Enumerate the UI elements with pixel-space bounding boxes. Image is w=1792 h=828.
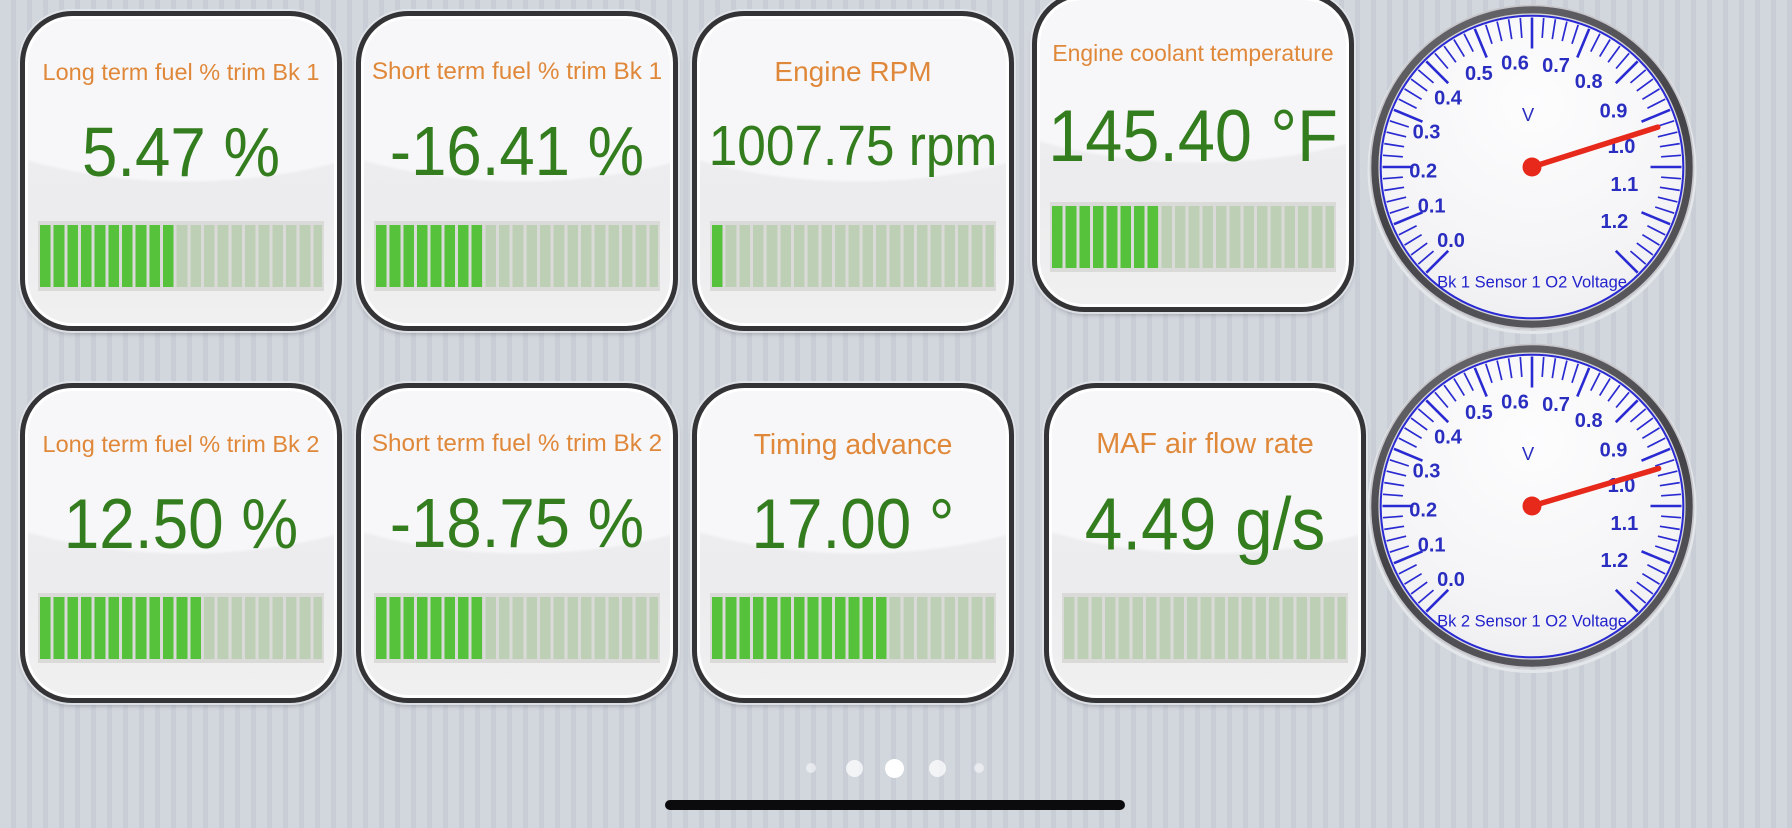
svg-text:0.2: 0.2	[1409, 500, 1437, 522]
svg-text:0.0: 0.0	[1437, 569, 1465, 591]
svg-text:0.5: 0.5	[1465, 63, 1493, 85]
svg-text:0.7: 0.7	[1542, 55, 1570, 77]
svg-text:0.6: 0.6	[1501, 53, 1529, 75]
svg-text:0.4: 0.4	[1434, 88, 1463, 110]
svg-text:0.1: 0.1	[1418, 195, 1446, 217]
svg-text:0.6: 0.6	[1501, 392, 1529, 414]
svg-text:Bk 1 Sensor 1 O2 Voltage: Bk 1 Sensor 1 O2 Voltage	[1437, 274, 1627, 292]
svg-text:0.8: 0.8	[1575, 410, 1603, 432]
svg-text:1.2: 1.2	[1600, 550, 1628, 572]
svg-text:0.4: 0.4	[1434, 427, 1463, 449]
svg-text:1.2: 1.2	[1600, 211, 1628, 233]
svg-text:V: V	[1522, 443, 1535, 464]
svg-text:0.5: 0.5	[1465, 402, 1493, 424]
svg-text:V: V	[1522, 104, 1535, 125]
svg-text:0.3: 0.3	[1413, 460, 1441, 482]
svg-text:0.2: 0.2	[1409, 161, 1437, 183]
svg-text:0.7: 0.7	[1542, 394, 1570, 416]
svg-text:0.9: 0.9	[1600, 100, 1628, 122]
svg-text:0.1: 0.1	[1418, 534, 1446, 556]
svg-text:0.0: 0.0	[1437, 230, 1465, 252]
svg-text:1.1: 1.1	[1610, 174, 1638, 196]
svg-text:0.3: 0.3	[1413, 121, 1441, 143]
svg-text:0.9: 0.9	[1600, 439, 1628, 461]
svg-text:1.1: 1.1	[1610, 513, 1638, 535]
svg-text:Bk 2 Sensor 1 O2 Voltage: Bk 2 Sensor 1 O2 Voltage	[1437, 613, 1627, 631]
svg-text:0.8: 0.8	[1575, 71, 1603, 93]
